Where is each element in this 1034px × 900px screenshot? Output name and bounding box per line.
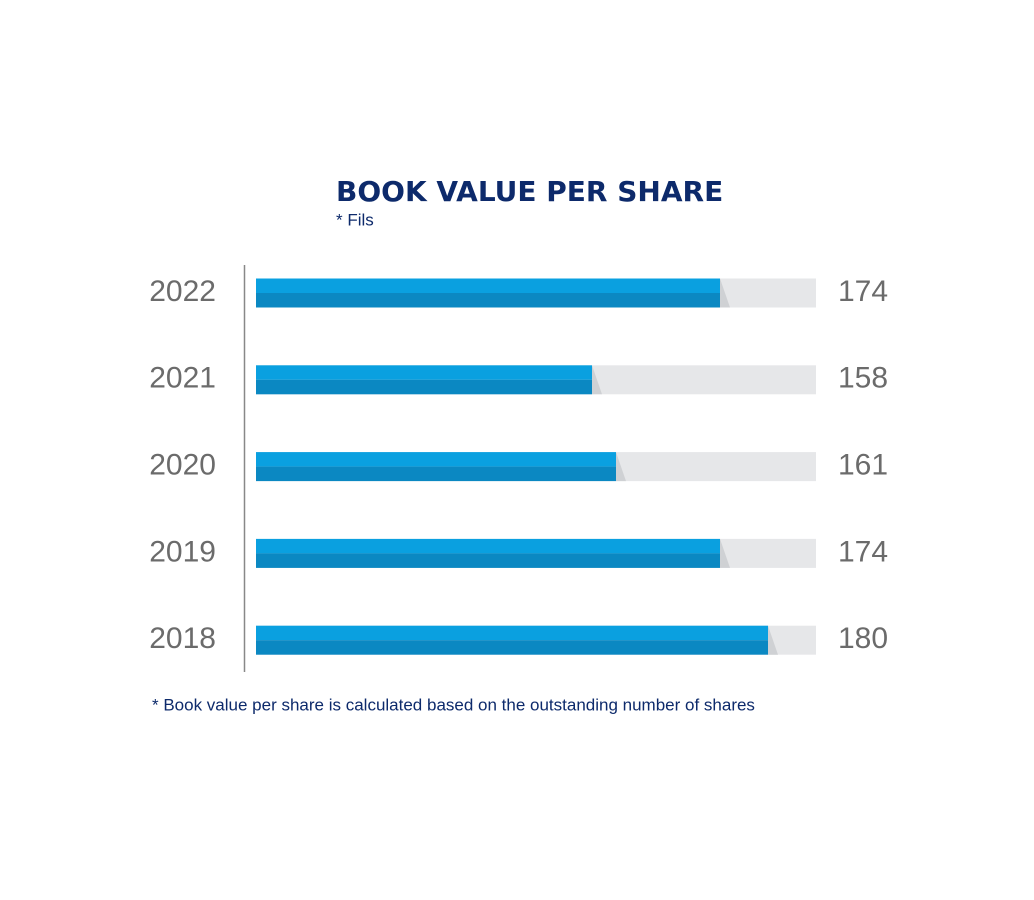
bar-part — [256, 625, 768, 641]
bar-part — [256, 278, 720, 293]
data-label: 161 — [838, 449, 888, 482]
data-label: 158 — [838, 362, 888, 395]
bar-part — [720, 538, 730, 568]
bar-part — [256, 553, 720, 568]
bar-part — [256, 365, 592, 380]
footnote: * Book value per share is calculated bas… — [152, 695, 755, 714]
y-tick-label: 2021 — [149, 362, 216, 395]
bar-part — [592, 365, 602, 395]
data-label: 174 — [838, 275, 888, 308]
bar — [256, 452, 816, 482]
bar — [256, 365, 816, 395]
bar-part — [256, 466, 616, 482]
bar-part — [768, 625, 778, 655]
bar — [256, 625, 816, 655]
data-label: 180 — [838, 622, 888, 655]
bar-part — [720, 278, 730, 308]
bar-part — [256, 452, 616, 467]
bar-part — [256, 640, 768, 655]
bar-part — [616, 452, 626, 482]
y-tick-label: 2018 — [149, 622, 216, 655]
y-tick-label: 2019 — [149, 535, 216, 568]
y-tick-label: 2020 — [149, 449, 216, 482]
chart-title: BOOK VALUE PER SHARE — [336, 175, 723, 208]
bar — [256, 278, 816, 308]
y-tick-label: 2022 — [149, 275, 216, 308]
bar-part — [256, 293, 720, 308]
bar — [256, 538, 816, 568]
bar-part — [256, 538, 720, 554]
chart-subtitle: * Fils — [336, 210, 374, 229]
bar-part — [256, 379, 592, 395]
data-label: 174 — [838, 535, 888, 568]
